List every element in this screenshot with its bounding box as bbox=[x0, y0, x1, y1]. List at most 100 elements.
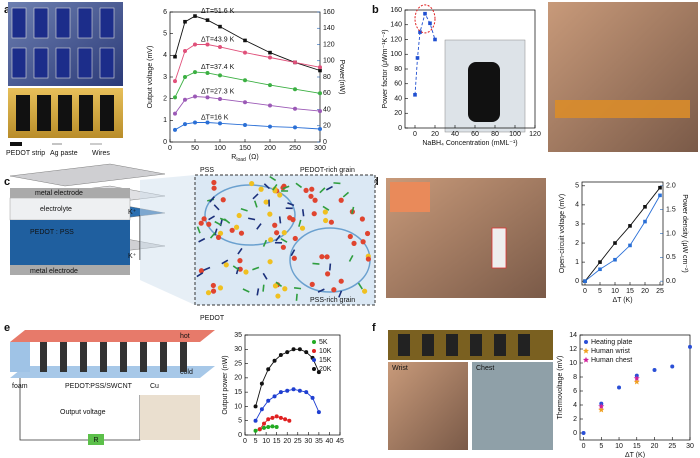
ion bbox=[217, 230, 224, 236]
marker bbox=[670, 364, 675, 369]
label: e bbox=[4, 322, 10, 334]
series-line bbox=[174, 15, 321, 71]
pedot-chain bbox=[240, 207, 248, 212]
ion bbox=[272, 283, 279, 289]
leg bbox=[40, 342, 47, 372]
photo-sample bbox=[11, 7, 27, 39]
series-label: ΔT=16 K bbox=[201, 114, 229, 121]
x-tick-label: 80 bbox=[491, 131, 499, 138]
x-tick-label: 40 bbox=[451, 131, 459, 138]
y-tick-label: 6 bbox=[163, 9, 167, 16]
marker bbox=[316, 410, 321, 415]
label: Ag paste bbox=[50, 150, 78, 157]
x-tick-label: 20 bbox=[431, 131, 439, 138]
marker bbox=[598, 260, 602, 264]
y-tick-label: 120 bbox=[390, 36, 402, 43]
marker bbox=[598, 403, 605, 409]
pedot-chain bbox=[221, 259, 229, 265]
label: metal electrode bbox=[30, 268, 78, 275]
label: electrolyte bbox=[40, 206, 72, 213]
y-tick-label: 6 bbox=[573, 388, 577, 395]
y-tick-label: 40 bbox=[394, 95, 402, 102]
marker bbox=[278, 415, 283, 420]
pedot-chain bbox=[262, 284, 265, 292]
ion bbox=[263, 199, 269, 205]
y-tick-label: 1 bbox=[575, 259, 579, 266]
marker bbox=[297, 388, 302, 393]
pedot-chain bbox=[357, 282, 363, 290]
pedot-chain bbox=[196, 226, 201, 234]
series-line bbox=[174, 96, 321, 114]
label: R bbox=[93, 437, 98, 444]
label: PEDOT:PSS/SWCNT bbox=[65, 383, 133, 390]
marker bbox=[218, 24, 222, 29]
ion bbox=[206, 221, 212, 227]
pedot-chain bbox=[196, 272, 204, 278]
foam bbox=[10, 342, 30, 372]
axis-label: NaBH₄ Concentration (mML⁻¹) bbox=[422, 140, 517, 147]
marker bbox=[598, 406, 605, 413]
photo-sample bbox=[11, 47, 27, 79]
ion bbox=[311, 211, 317, 217]
y-tick-label: 2 bbox=[163, 96, 167, 103]
y-tick-label: 4 bbox=[575, 202, 579, 209]
ion bbox=[323, 217, 329, 224]
leg bbox=[160, 342, 167, 372]
marker bbox=[312, 349, 316, 353]
x-tick-label: 15 bbox=[633, 443, 641, 450]
ion bbox=[322, 209, 328, 215]
marker bbox=[584, 340, 588, 344]
device bbox=[446, 334, 458, 356]
marker bbox=[278, 353, 283, 357]
zoom-box bbox=[194, 174, 376, 306]
y2-tick-label: 0.5 bbox=[666, 254, 676, 261]
ion bbox=[281, 230, 287, 236]
marker bbox=[270, 415, 275, 420]
device bbox=[518, 334, 530, 356]
pedot-chain bbox=[287, 202, 295, 207]
marker bbox=[205, 70, 210, 75]
series-line bbox=[174, 71, 321, 98]
marker bbox=[628, 243, 632, 248]
ion bbox=[268, 237, 274, 243]
y2-tick-label: 0.0 bbox=[666, 278, 676, 285]
ion bbox=[309, 281, 315, 287]
y-tick-label: 5 bbox=[163, 31, 167, 38]
y2-tick-label: 120 bbox=[323, 41, 335, 48]
pedot-chain bbox=[282, 185, 290, 190]
marker bbox=[173, 54, 177, 59]
legend-entry: 5K bbox=[319, 339, 328, 346]
x-tick-label: 5 bbox=[598, 288, 602, 295]
x-tick-label: 30 bbox=[686, 443, 694, 450]
photo-sample bbox=[77, 47, 93, 79]
x-tick-label: 50 bbox=[191, 145, 199, 152]
series-line bbox=[174, 122, 321, 131]
x-tick-label: 5 bbox=[254, 438, 258, 445]
pedot-chain bbox=[269, 175, 277, 182]
marker bbox=[218, 73, 222, 78]
device bbox=[491, 227, 507, 269]
label: c bbox=[4, 176, 10, 188]
ion bbox=[201, 216, 207, 222]
device bbox=[494, 334, 506, 356]
y-tick-label: 10 bbox=[569, 360, 577, 367]
y2-tick-label: 140 bbox=[323, 25, 335, 32]
y-tick-label: 10 bbox=[234, 403, 242, 410]
marker bbox=[304, 350, 309, 355]
x-tick-label: 60 bbox=[471, 131, 479, 138]
legend-swatch bbox=[10, 142, 22, 146]
ion bbox=[299, 225, 306, 231]
series-label: ΔT=51.6 K bbox=[201, 8, 235, 15]
plot-frame bbox=[579, 334, 691, 441]
ion bbox=[280, 185, 286, 191]
device-band bbox=[555, 100, 690, 118]
y-tick-label: 35 bbox=[234, 332, 242, 339]
ion bbox=[220, 197, 226, 203]
marker bbox=[173, 95, 177, 100]
pedot-chain bbox=[253, 200, 258, 208]
photo-sample bbox=[33, 7, 49, 39]
marker bbox=[581, 431, 586, 435]
marker bbox=[583, 356, 589, 363]
y-tick-label: 80 bbox=[394, 66, 402, 73]
marker bbox=[285, 388, 290, 393]
